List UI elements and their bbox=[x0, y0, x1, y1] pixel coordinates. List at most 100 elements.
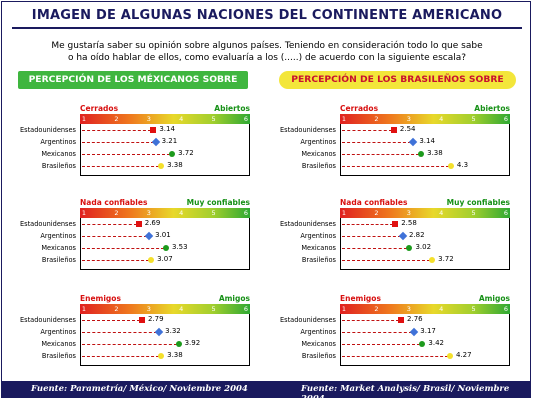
dashed-line-estadounidenses bbox=[82, 320, 140, 321]
scale-label-left: Nada confiables bbox=[80, 198, 148, 207]
data-point-estadounidenses bbox=[135, 221, 142, 227]
dashed-line-argentinos bbox=[82, 142, 154, 143]
value-label-argentinos: 3.01 bbox=[155, 231, 171, 239]
data-point-brasilenos bbox=[429, 257, 436, 263]
tick-label: 5 bbox=[211, 209, 216, 217]
row-label-mexicanos: Mexicanos bbox=[41, 244, 76, 252]
row-label-mexicanos: Mexicanos bbox=[301, 244, 336, 252]
chart-panel-brasilenos-1: Cerrados Abiertos 1 2 3 4 5 6 Estadounidenses 2.5… bbox=[272, 104, 518, 178]
scale-labels: Enemigos Amigos bbox=[80, 294, 250, 305]
question-line-2: o ha oído hablar de ellos, como evaluarí… bbox=[67, 53, 467, 63]
row-label-brasilenos: Brasileños bbox=[41, 162, 76, 170]
value-label-estadounidenses: 2.54 bbox=[399, 125, 416, 133]
row-label-mexicanos: Mexicanos bbox=[41, 150, 76, 158]
banner-brasilenos: PERCEPCIÓN DE LOS BRASILEÑOS SOBRE bbox=[279, 71, 516, 89]
dashed-line-argentinos bbox=[342, 142, 412, 143]
value-label-estadounidenses: 2.58 bbox=[401, 219, 417, 227]
dashed-line-argentinos bbox=[82, 332, 158, 333]
data-point-estadounidenses bbox=[392, 221, 399, 227]
dashed-line-brasilenos bbox=[82, 260, 150, 261]
data-point-mexicanos bbox=[162, 245, 169, 251]
scale-gradient-bar: 1 2 3 4 5 6 bbox=[340, 208, 510, 218]
tick-label: 2 bbox=[114, 305, 119, 313]
row-label-argentinos: Argentinos bbox=[300, 328, 336, 336]
data-point-mexicanos bbox=[406, 245, 413, 251]
tick-label: 3 bbox=[146, 305, 151, 313]
tick-label: 1 bbox=[341, 115, 347, 123]
row-label-estadounidenses: Estadounidenses bbox=[280, 220, 336, 228]
tick-label: 5 bbox=[471, 115, 476, 123]
dashed-line-mexicanos bbox=[82, 248, 164, 249]
dashed-line-estadounidenses bbox=[82, 130, 152, 131]
data-point-mexicanos bbox=[169, 151, 176, 157]
tick-label: 4 bbox=[179, 209, 184, 217]
plot-box bbox=[340, 218, 510, 270]
row-label-estadounidenses: Estadounidenses bbox=[280, 316, 336, 324]
row-label-mexicanos: Mexicanos bbox=[301, 340, 336, 348]
value-label-estadounidenses: 3.14 bbox=[159, 125, 175, 133]
plot-box bbox=[340, 124, 510, 176]
scale-label-left: Nada confiables bbox=[340, 198, 408, 207]
scale-label-right: Abiertos bbox=[474, 104, 510, 113]
chart-panel-brasilenos-3: Enemigos Amigos 1 2 3 4 5 6 Estadounidenses 2.76 A… bbox=[272, 294, 518, 368]
tick-label: 1 bbox=[81, 305, 87, 313]
dashed-line-estadounidenses bbox=[342, 224, 394, 225]
scale-label-left: Cerrados bbox=[80, 104, 119, 113]
value-label-mexicanos: 3.02 bbox=[415, 243, 432, 251]
tick-label: 6 bbox=[503, 305, 509, 313]
tick-label: 4 bbox=[439, 115, 444, 123]
chart-panel-mexicanos-2: Nada confiables Muy confiables 1 2 3 4 5 6 Estad… bbox=[12, 198, 258, 272]
scale-label-left: Enemigos bbox=[80, 294, 121, 303]
row-label-argentinos: Argentinos bbox=[40, 138, 76, 146]
data-point-brasilenos bbox=[148, 257, 155, 263]
data-point-brasilenos bbox=[158, 163, 165, 169]
data-point-mexicanos bbox=[418, 151, 425, 157]
dashed-line-mexicanos bbox=[82, 344, 177, 345]
footer-source-right: Fuente: Market Analysis/ Brasil/ Noviemb… bbox=[301, 384, 510, 404]
question-line-1: Me gustaría saber su opinión sobre algun… bbox=[51, 41, 483, 51]
tick-label: 6 bbox=[243, 209, 249, 217]
data-point-brasilenos bbox=[446, 353, 453, 359]
value-label-brasilenos: 4.27 bbox=[455, 351, 472, 359]
tick-label: 6 bbox=[503, 209, 509, 217]
scale-label-right: Amigos bbox=[218, 294, 250, 303]
value-label-argentinos: 3.14 bbox=[419, 137, 435, 145]
dashed-line-mexicanos bbox=[342, 344, 421, 345]
scale-labels: Cerrados Abiertos bbox=[80, 104, 250, 115]
data-point-brasilenos bbox=[158, 353, 165, 359]
value-label-estadounidenses: 2.79 bbox=[147, 315, 164, 323]
tick-label: 5 bbox=[471, 305, 476, 313]
row-label-estadounidenses: Estadounidenses bbox=[280, 126, 336, 134]
row-label-mexicanos: Mexicanos bbox=[301, 150, 336, 158]
tick-label: 4 bbox=[439, 305, 444, 313]
row-label-estadounidenses: Estadounidenses bbox=[20, 316, 76, 324]
dashed-line-argentinos bbox=[342, 332, 413, 333]
tick-label: 6 bbox=[503, 115, 509, 123]
value-label-estadounidenses: 2.76 bbox=[407, 315, 423, 323]
value-label-mexicanos: 3.42 bbox=[428, 339, 444, 347]
data-point-estadounidenses bbox=[150, 127, 157, 133]
data-point-estadounidenses bbox=[390, 127, 397, 133]
scale-labels: Nada confiables Muy confiables bbox=[340, 198, 510, 209]
footer-bar: Fuente: Parametría/ México/ Noviembre 20… bbox=[1, 381, 531, 404]
row-label-argentinos: Argentinos bbox=[40, 232, 76, 240]
dashed-line-mexicanos bbox=[342, 248, 408, 249]
row-label-argentinos: Argentinos bbox=[300, 138, 336, 146]
dashed-line-estadounidenses bbox=[342, 130, 392, 131]
scale-label-right: Abiertos bbox=[214, 104, 250, 113]
scale-gradient-bar: 1 2 3 4 5 6 bbox=[80, 208, 250, 218]
scale-label-left: Cerrados bbox=[340, 104, 379, 113]
scale-labels: Cerrados Abiertos bbox=[340, 104, 510, 115]
tick-label: 2 bbox=[374, 209, 379, 217]
data-point-estadounidenses bbox=[138, 317, 145, 323]
data-point-brasilenos bbox=[447, 163, 454, 169]
value-label-argentinos: 3.21 bbox=[161, 137, 178, 145]
dashed-line-argentinos bbox=[342, 236, 401, 237]
row-label-brasilenos: Brasileños bbox=[301, 162, 336, 170]
dashed-line-mexicanos bbox=[342, 154, 420, 155]
tick-label: 5 bbox=[211, 115, 216, 123]
value-label-brasilenos: 3.38 bbox=[167, 161, 183, 169]
value-label-mexicanos: 3.53 bbox=[171, 243, 188, 251]
row-label-argentinos: Argentinos bbox=[40, 328, 76, 336]
scale-label-right: Muy confiables bbox=[186, 198, 250, 207]
